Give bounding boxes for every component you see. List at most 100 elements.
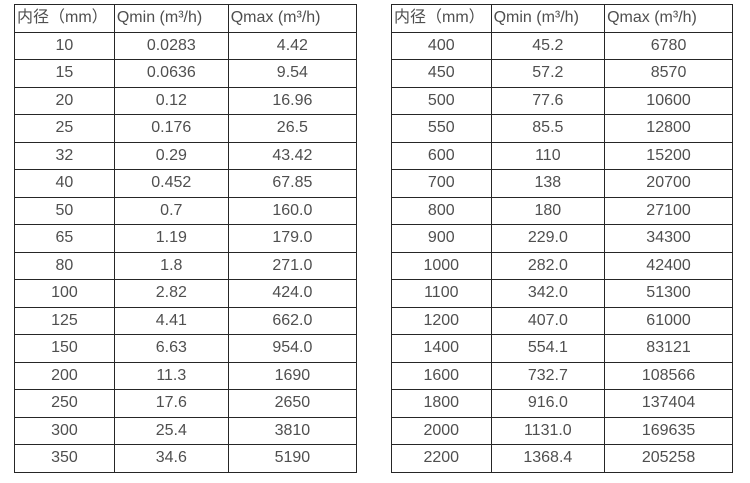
table-row: 80 1.8 271.0	[14, 251, 358, 281]
table-cell: 160.0	[227, 196, 358, 226]
table-cell: 0.29	[113, 141, 229, 171]
table-cell: 43.42	[227, 141, 358, 171]
table-row: 800 180 27100	[391, 196, 733, 226]
table-cell: 51300	[604, 279, 733, 308]
table-cell: 554.1	[490, 334, 606, 363]
table-cell: 67.85	[227, 169, 358, 198]
table-row: 200 11.3 1690	[14, 361, 358, 391]
table-cell: 350	[14, 444, 115, 473]
table-cell: 65	[14, 224, 115, 253]
table-cell: 12800	[604, 114, 733, 143]
table-cell: 150	[14, 334, 115, 363]
col-header-diameter: 内径（mm）	[14, 4, 115, 33]
table-cell: 11.3	[113, 361, 229, 391]
table-row: 1200 407.0 61000	[391, 306, 733, 336]
table-cell: 342.0	[490, 279, 606, 308]
table-row: 350 34.6 5190	[14, 444, 358, 473]
table-cell: 1100	[391, 279, 492, 308]
table-row: 400 45.2 6780	[391, 31, 733, 61]
table-cell: 700	[391, 169, 492, 198]
table-cell: 45.2	[490, 31, 606, 61]
table-row: 1600 732.7 108566	[391, 361, 733, 391]
table-cell: 32	[14, 141, 115, 171]
table-cell: 916.0	[490, 389, 606, 418]
table-body-left: 10 0.0283 4.42 15 0.0636 9.54 20 0.12 16.96 25 0.1…	[14, 31, 358, 473]
table-cell: 125	[14, 306, 115, 336]
table-cell: 1690	[227, 361, 358, 391]
table-header-row: 内径（mm） Qmin (m³/h) Qmax (m³/h)	[391, 4, 733, 33]
table-cell: 1000	[391, 251, 492, 281]
table-cell: 169635	[604, 416, 733, 446]
table-row: 2000 1131.0 169635	[391, 416, 733, 446]
table-row: 150 6.63 954.0	[14, 334, 358, 363]
table-cell: 9.54	[227, 59, 358, 88]
table-cell: 1368.4	[490, 444, 606, 473]
table-cell: 500	[391, 86, 492, 116]
table-cell: 1800	[391, 389, 492, 418]
col-header-diameter: 内径（mm）	[391, 4, 492, 33]
table-cell: 205258	[604, 444, 733, 473]
table-cell: 83121	[604, 334, 733, 363]
table-cell: 16.96	[227, 86, 358, 116]
table-cell: 229.0	[490, 224, 606, 253]
table-cell: 550	[391, 114, 492, 143]
table-cell: 20	[14, 86, 115, 116]
table-cell: 1.19	[113, 224, 229, 253]
table-cell: 27100	[604, 196, 733, 226]
table-cell: 100	[14, 279, 115, 308]
table-cell: 407.0	[490, 306, 606, 336]
table-cell: 10600	[604, 86, 733, 116]
table-cell: 57.2	[490, 59, 606, 88]
table-cell: 0.12	[113, 86, 229, 116]
table-cell: 108566	[604, 361, 733, 391]
table-cell: 250	[14, 389, 115, 418]
table-cell: 2200	[391, 444, 492, 473]
table-cell: 900	[391, 224, 492, 253]
table-cell: 6.63	[113, 334, 229, 363]
table-cell: 0.0636	[113, 59, 229, 88]
table-cell: 85.5	[490, 114, 606, 143]
table-cell: 2.82	[113, 279, 229, 308]
table-cell: 732.7	[490, 361, 606, 391]
table-cell: 0.0283	[113, 31, 229, 61]
table-cell: 1200	[391, 306, 492, 336]
table-cell: 10	[14, 31, 115, 61]
table-cell: 1400	[391, 334, 492, 363]
table-cell: 26.5	[227, 114, 358, 143]
table-row: 600 110 15200	[391, 141, 733, 171]
table-cell: 271.0	[227, 251, 358, 281]
table-cell: 17.6	[113, 389, 229, 418]
flow-spec-table-right: 内径（mm） Qmin (m³/h) Qmax (m³/h) 400 45.2 67…	[391, 4, 733, 473]
table-row: 700 138 20700	[391, 169, 733, 198]
table-cell: 0.452	[113, 169, 229, 198]
table-row: 1100 342.0 51300	[391, 279, 733, 308]
table-cell: 954.0	[227, 334, 358, 363]
table-row: 25 0.176 26.5	[14, 114, 358, 143]
table-row: 900 229.0 34300	[391, 224, 733, 253]
table-cell: 300	[14, 416, 115, 446]
table-cell: 179.0	[227, 224, 358, 253]
table-cell: 5190	[227, 444, 358, 473]
table-row: 125 4.41 662.0	[14, 306, 358, 336]
table-cell: 180	[490, 196, 606, 226]
table-cell: 77.6	[490, 86, 606, 116]
table-cell: 6780	[604, 31, 733, 61]
table-cell: 450	[391, 59, 492, 88]
table-cell: 1.8	[113, 251, 229, 281]
table-cell: 25	[14, 114, 115, 143]
table-cell: 424.0	[227, 279, 358, 308]
table-cell: 0.176	[113, 114, 229, 143]
table-row: 20 0.12 16.96	[14, 86, 358, 116]
table-row: 1800 916.0 137404	[391, 389, 733, 418]
table-row: 50 0.7 160.0	[14, 196, 358, 226]
table-cell: 15200	[604, 141, 733, 171]
table-body-right: 400 45.2 6780 450 57.2 8570 500 77.6 10600 550 85.…	[391, 31, 733, 473]
table-cell: 2000	[391, 416, 492, 446]
table-cell: 1131.0	[490, 416, 606, 446]
table-cell: 662.0	[227, 306, 358, 336]
table-row: 32 0.29 43.42	[14, 141, 358, 171]
table-cell: 137404	[604, 389, 733, 418]
table-row: 65 1.19 179.0	[14, 224, 358, 253]
col-header-qmax: Qmax (m³/h)	[604, 4, 733, 33]
